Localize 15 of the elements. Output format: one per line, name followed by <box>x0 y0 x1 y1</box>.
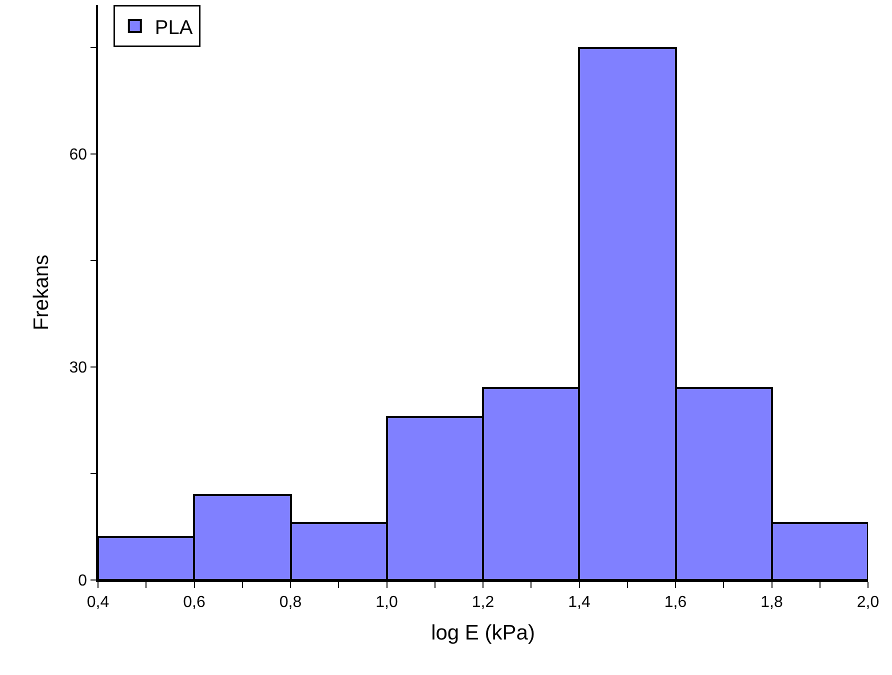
y-tick-label: 60 <box>69 146 88 164</box>
x-tick-label: 1,6 <box>664 594 687 611</box>
x-tick-label: 1,4 <box>568 594 590 611</box>
y-axis-title: Frekans <box>30 254 53 330</box>
x-tick-label: 0,8 <box>279 594 302 611</box>
x-tick-label: 1,0 <box>376 594 398 611</box>
y-tick-label: 30 <box>69 360 88 377</box>
x-tick-label: 1,2 <box>472 594 494 611</box>
y-tick-label: 0 <box>78 572 88 590</box>
x-tick-label: 1,8 <box>760 594 783 611</box>
x-tick-label: 0,6 <box>183 594 206 611</box>
x-tick-label: 0,4 <box>86 594 110 611</box>
x-axis-title: log E (kPa) <box>431 622 535 645</box>
x-tick-label: 2,0 <box>856 594 880 611</box>
legend-label: PLA <box>154 16 194 39</box>
